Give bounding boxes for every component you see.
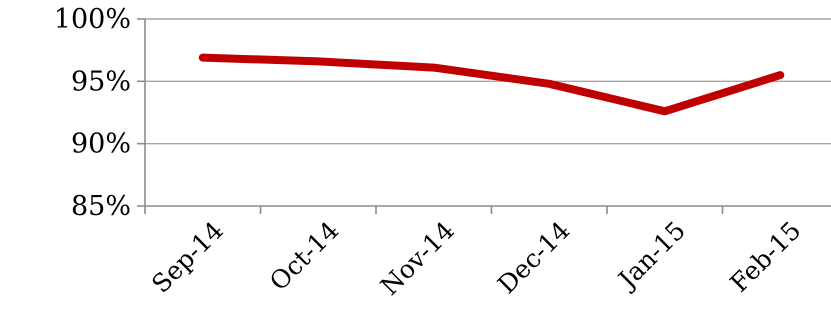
x-axis-tick-labels: Sep-14 Oct-14 Nov-14 Dec-14 Jan-15 Feb-15	[146, 216, 806, 301]
y-tick-label: 85%	[71, 191, 131, 222]
series-group	[198, 53, 785, 116]
x-tick-label: Oct-14	[264, 216, 344, 296]
series-line	[198, 53, 785, 116]
axes	[137, 18, 831, 214]
x-tick-label: Sep-14	[146, 216, 229, 299]
x-tick-label: Jan-15	[611, 216, 691, 296]
y-tick-label: 100%	[54, 4, 131, 35]
x-tick-label: Nov-14	[375, 216, 460, 301]
y-tick-label: 90%	[71, 129, 131, 160]
gridlines	[145, 18, 831, 145]
x-tick-label: Feb-15	[724, 216, 806, 298]
y-axis-tick-labels: 85% 90% 95% 100%	[54, 4, 131, 222]
y-tick-label: 95%	[71, 66, 131, 97]
x-tick-label: Dec-14	[492, 216, 576, 300]
